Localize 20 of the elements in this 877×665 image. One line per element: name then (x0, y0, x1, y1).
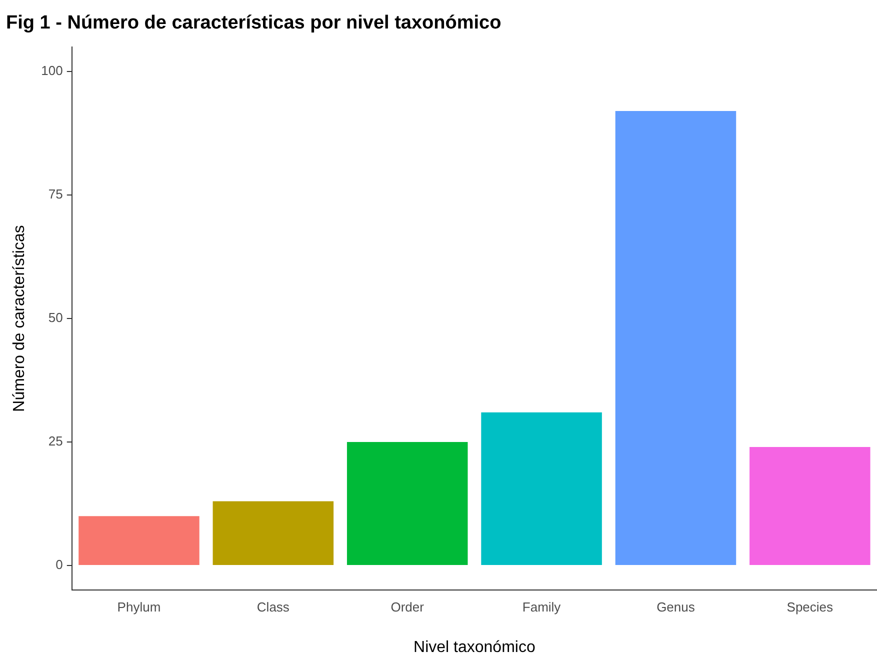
y-tick-label: 25 (48, 434, 63, 449)
y-axis-title: Número de características (11, 225, 28, 412)
bar (212, 501, 334, 565)
bar (346, 442, 468, 565)
bar (750, 446, 870, 565)
x-tick-label: Phylum (117, 600, 161, 615)
bar (481, 412, 602, 565)
bar (78, 516, 200, 565)
x-axis-title: Nivel taxonómico (414, 638, 536, 656)
x-tick-label: Genus (656, 600, 696, 615)
x-tick-label: Class (256, 600, 290, 615)
x-tick-label: Species (786, 600, 834, 615)
x-tick-label: Order (390, 600, 425, 615)
chart-title: Fig 1 - Número de características por nivel taxonómico (6, 12, 502, 34)
y-tick-label: 0 (56, 557, 63, 572)
y-tick-label: 100 (41, 63, 63, 78)
y-tick-label: 75 (48, 186, 63, 202)
bar (615, 111, 736, 565)
y-tick-label: 50 (48, 310, 63, 326)
x-tick-label: Family (522, 600, 562, 615)
